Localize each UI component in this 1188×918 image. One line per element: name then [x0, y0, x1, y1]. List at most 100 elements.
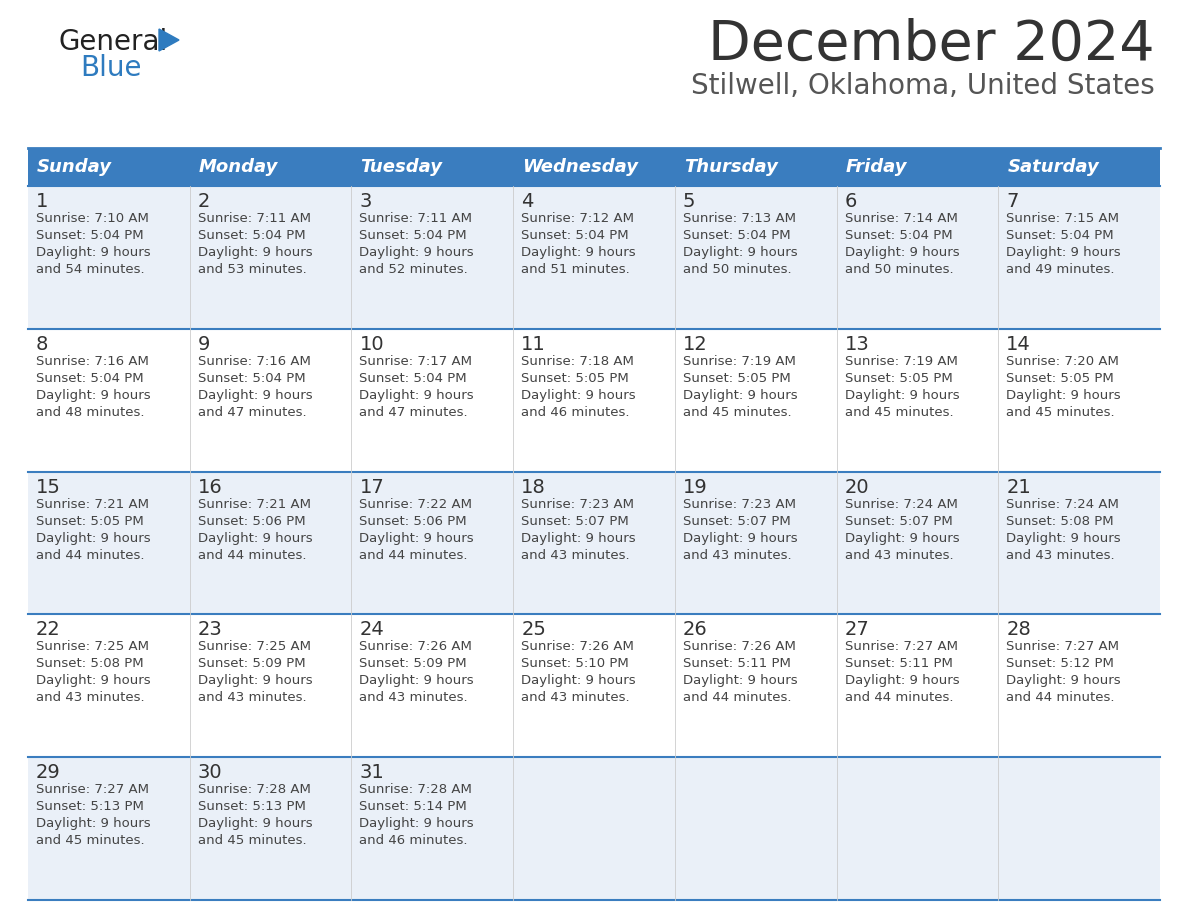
- Text: Daylight: 9 hours: Daylight: 9 hours: [36, 675, 151, 688]
- Text: Sunrise: 7:15 AM: Sunrise: 7:15 AM: [1006, 212, 1119, 225]
- Text: 10: 10: [360, 335, 384, 353]
- Text: Saturday: Saturday: [1007, 158, 1099, 176]
- Text: 4: 4: [522, 192, 533, 211]
- Text: Monday: Monday: [198, 158, 278, 176]
- Text: Sunrise: 7:25 AM: Sunrise: 7:25 AM: [197, 641, 311, 654]
- Text: 23: 23: [197, 621, 222, 640]
- Text: 12: 12: [683, 335, 708, 353]
- Text: Daylight: 9 hours: Daylight: 9 hours: [683, 675, 797, 688]
- Text: Sunrise: 7:28 AM: Sunrise: 7:28 AM: [360, 783, 473, 796]
- Text: and 51 minutes.: and 51 minutes.: [522, 263, 630, 276]
- Text: Sunrise: 7:19 AM: Sunrise: 7:19 AM: [845, 354, 958, 368]
- Text: 3: 3: [360, 192, 372, 211]
- Text: Daylight: 9 hours: Daylight: 9 hours: [197, 675, 312, 688]
- Text: Daylight: 9 hours: Daylight: 9 hours: [360, 389, 474, 402]
- Text: Sunset: 5:05 PM: Sunset: 5:05 PM: [36, 515, 144, 528]
- Text: December 2024: December 2024: [708, 18, 1155, 72]
- Text: and 44 minutes.: and 44 minutes.: [197, 549, 307, 562]
- Polygon shape: [159, 29, 179, 51]
- Text: Stilwell, Oklahoma, United States: Stilwell, Oklahoma, United States: [691, 72, 1155, 100]
- Text: Sunrise: 7:11 AM: Sunrise: 7:11 AM: [197, 212, 311, 225]
- Text: Sunset: 5:05 PM: Sunset: 5:05 PM: [845, 372, 953, 385]
- Text: and 43 minutes.: and 43 minutes.: [360, 691, 468, 704]
- Text: Sunrise: 7:27 AM: Sunrise: 7:27 AM: [845, 641, 958, 654]
- Bar: [29, 472, 1159, 614]
- Text: Sunset: 5:04 PM: Sunset: 5:04 PM: [36, 372, 144, 385]
- Text: General: General: [58, 28, 168, 56]
- Text: Sunset: 5:09 PM: Sunset: 5:09 PM: [360, 657, 467, 670]
- Text: Sunset: 5:13 PM: Sunset: 5:13 PM: [36, 800, 144, 813]
- Text: 15: 15: [36, 477, 61, 497]
- Text: Daylight: 9 hours: Daylight: 9 hours: [360, 675, 474, 688]
- Text: Sunrise: 7:26 AM: Sunrise: 7:26 AM: [360, 641, 473, 654]
- Text: 21: 21: [1006, 477, 1031, 497]
- Text: 9: 9: [197, 335, 210, 353]
- Text: 26: 26: [683, 621, 708, 640]
- Text: Sunset: 5:13 PM: Sunset: 5:13 PM: [197, 800, 305, 813]
- Text: Sunset: 5:04 PM: Sunset: 5:04 PM: [522, 229, 628, 242]
- Text: Sunset: 5:04 PM: Sunset: 5:04 PM: [1006, 229, 1114, 242]
- Text: 2: 2: [197, 192, 210, 211]
- Text: and 52 minutes.: and 52 minutes.: [360, 263, 468, 276]
- Text: Sunset: 5:05 PM: Sunset: 5:05 PM: [522, 372, 628, 385]
- Text: Blue: Blue: [80, 54, 141, 82]
- Text: Daylight: 9 hours: Daylight: 9 hours: [1006, 389, 1121, 402]
- Text: Sunrise: 7:13 AM: Sunrise: 7:13 AM: [683, 212, 796, 225]
- Text: Sunrise: 7:28 AM: Sunrise: 7:28 AM: [197, 783, 310, 796]
- Text: Daylight: 9 hours: Daylight: 9 hours: [36, 246, 151, 259]
- Text: 24: 24: [360, 621, 384, 640]
- Text: Daylight: 9 hours: Daylight: 9 hours: [360, 532, 474, 544]
- Text: Sunset: 5:06 PM: Sunset: 5:06 PM: [360, 515, 467, 528]
- Text: 27: 27: [845, 621, 870, 640]
- Text: and 47 minutes.: and 47 minutes.: [197, 406, 307, 419]
- Text: Sunset: 5:04 PM: Sunset: 5:04 PM: [360, 229, 467, 242]
- Text: Sunset: 5:06 PM: Sunset: 5:06 PM: [197, 515, 305, 528]
- Text: Daylight: 9 hours: Daylight: 9 hours: [36, 532, 151, 544]
- Text: Daylight: 9 hours: Daylight: 9 hours: [1006, 246, 1121, 259]
- Bar: [29, 186, 1159, 329]
- Text: Sunrise: 7:22 AM: Sunrise: 7:22 AM: [360, 498, 473, 510]
- Text: 13: 13: [845, 335, 870, 353]
- Text: and 43 minutes.: and 43 minutes.: [36, 691, 145, 704]
- Text: Sunrise: 7:16 AM: Sunrise: 7:16 AM: [197, 354, 310, 368]
- Text: Sunrise: 7:17 AM: Sunrise: 7:17 AM: [360, 354, 473, 368]
- Text: Sunset: 5:05 PM: Sunset: 5:05 PM: [683, 372, 790, 385]
- Text: Sunset: 5:11 PM: Sunset: 5:11 PM: [845, 657, 953, 670]
- Text: Daylight: 9 hours: Daylight: 9 hours: [197, 817, 312, 830]
- Text: Sunrise: 7:11 AM: Sunrise: 7:11 AM: [360, 212, 473, 225]
- Text: Daylight: 9 hours: Daylight: 9 hours: [197, 246, 312, 259]
- Text: Daylight: 9 hours: Daylight: 9 hours: [683, 389, 797, 402]
- Text: Sunset: 5:11 PM: Sunset: 5:11 PM: [683, 657, 791, 670]
- Text: 6: 6: [845, 192, 857, 211]
- Text: Sunrise: 7:21 AM: Sunrise: 7:21 AM: [36, 498, 148, 510]
- Text: Sunrise: 7:24 AM: Sunrise: 7:24 AM: [845, 498, 958, 510]
- Text: and 44 minutes.: and 44 minutes.: [36, 549, 145, 562]
- Text: and 46 minutes.: and 46 minutes.: [522, 406, 630, 419]
- Bar: [29, 757, 1159, 900]
- Text: and 45 minutes.: and 45 minutes.: [36, 834, 145, 847]
- Text: 22: 22: [36, 621, 61, 640]
- Text: Sunset: 5:09 PM: Sunset: 5:09 PM: [197, 657, 305, 670]
- Text: 18: 18: [522, 477, 546, 497]
- Text: Sunset: 5:07 PM: Sunset: 5:07 PM: [522, 515, 628, 528]
- Text: Sunrise: 7:26 AM: Sunrise: 7:26 AM: [683, 641, 796, 654]
- Text: and 44 minutes.: and 44 minutes.: [1006, 691, 1114, 704]
- Text: Sunrise: 7:23 AM: Sunrise: 7:23 AM: [522, 498, 634, 510]
- Text: Daylight: 9 hours: Daylight: 9 hours: [522, 389, 636, 402]
- Text: Daylight: 9 hours: Daylight: 9 hours: [197, 389, 312, 402]
- Text: Daylight: 9 hours: Daylight: 9 hours: [36, 389, 151, 402]
- Text: and 46 minutes.: and 46 minutes.: [360, 834, 468, 847]
- Text: Sunset: 5:04 PM: Sunset: 5:04 PM: [197, 372, 305, 385]
- Text: Daylight: 9 hours: Daylight: 9 hours: [845, 246, 959, 259]
- Text: Sunrise: 7:12 AM: Sunrise: 7:12 AM: [522, 212, 634, 225]
- Text: 20: 20: [845, 477, 870, 497]
- Text: 11: 11: [522, 335, 546, 353]
- Text: and 44 minutes.: and 44 minutes.: [360, 549, 468, 562]
- Text: 7: 7: [1006, 192, 1018, 211]
- Text: and 43 minutes.: and 43 minutes.: [522, 691, 630, 704]
- Text: Daylight: 9 hours: Daylight: 9 hours: [36, 817, 151, 830]
- Text: Daylight: 9 hours: Daylight: 9 hours: [683, 246, 797, 259]
- Bar: [29, 148, 1159, 186]
- Text: Sunset: 5:04 PM: Sunset: 5:04 PM: [683, 229, 790, 242]
- Text: Daylight: 9 hours: Daylight: 9 hours: [683, 532, 797, 544]
